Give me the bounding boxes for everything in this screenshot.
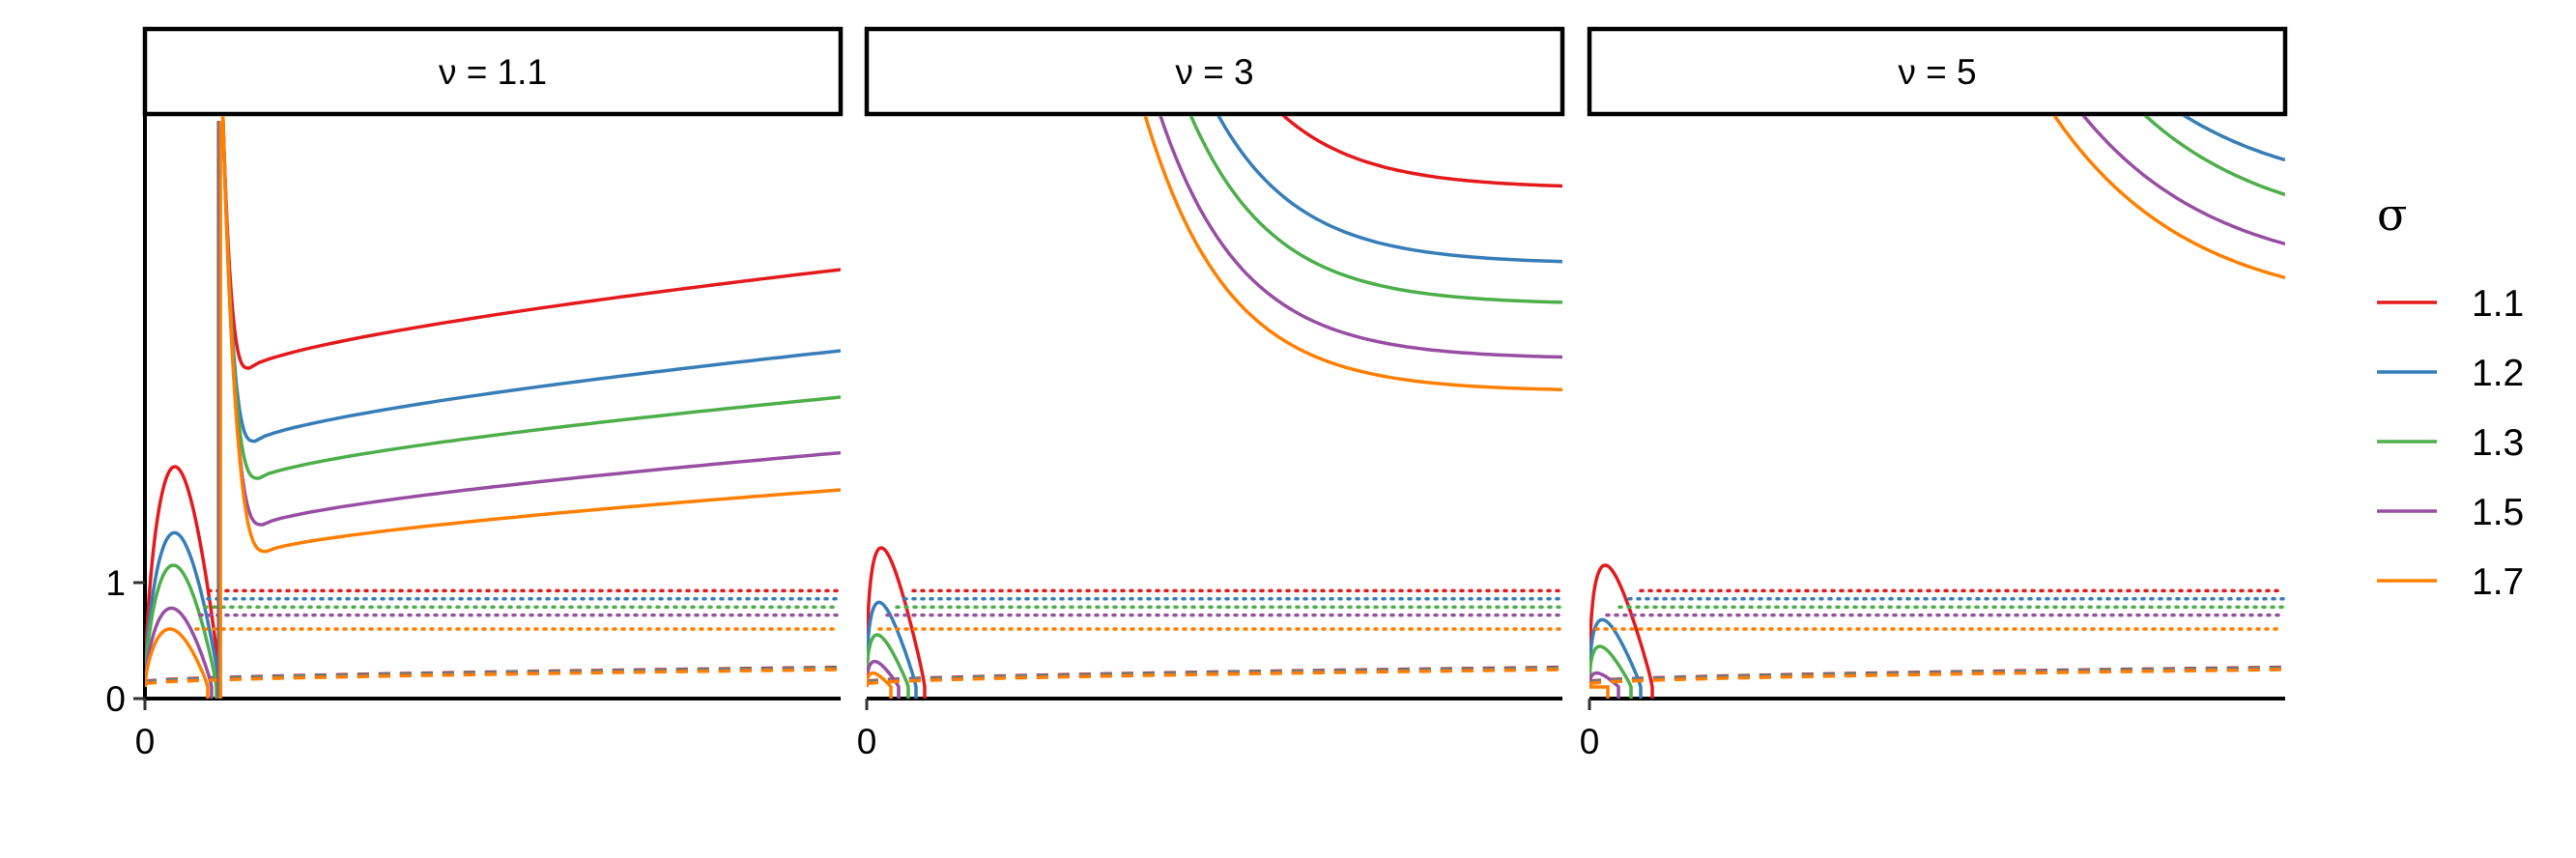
upper-branch-curve xyxy=(1143,116,1562,391)
facet-strip xyxy=(1587,26,2288,117)
upper-branch-curve xyxy=(2181,116,2285,162)
legend-label: 1.1 xyxy=(2472,283,2524,325)
dashed-curve xyxy=(867,668,1562,686)
hump-curve xyxy=(1589,685,1610,699)
hump-curve xyxy=(867,671,893,699)
legend-label: 1.3 xyxy=(2472,422,2524,464)
legend-label: 1.7 xyxy=(2472,561,2524,603)
facet-strip-label: ν = 5 xyxy=(1898,52,1976,92)
upper-branch-curve xyxy=(220,116,841,443)
facet-strip xyxy=(864,26,1565,117)
upper-branch-curve xyxy=(1159,116,1562,359)
upper-branch-curve xyxy=(1281,116,1562,188)
dashed-curve xyxy=(145,668,841,686)
hump-curve xyxy=(145,627,210,699)
upper-branch-curve xyxy=(1216,116,1562,264)
hump-curve xyxy=(145,530,221,699)
x-tick-label: 0 xyxy=(857,722,877,761)
hump-curve xyxy=(867,659,901,699)
facet-strip-label: ν = 3 xyxy=(1175,52,1253,92)
hump-curve xyxy=(1589,617,1643,699)
legend-label: 1.2 xyxy=(2472,353,2524,394)
legend-label: 1.5 xyxy=(2472,492,2524,533)
x-tick-label: 0 xyxy=(1580,722,1600,761)
dashed-curve xyxy=(1589,668,2285,686)
y-tick-label: 0 xyxy=(105,679,126,719)
upper-branch-curve xyxy=(220,116,841,554)
x-tick-label: 0 xyxy=(135,722,156,761)
hump-curve xyxy=(867,633,910,699)
upper-branch-curve xyxy=(1188,116,1562,304)
upper-branch-curve xyxy=(2052,116,2285,280)
upper-branch-curve xyxy=(2081,116,2285,246)
hump-curve xyxy=(1589,644,1633,699)
hump-curve xyxy=(145,606,214,699)
hump-curve xyxy=(867,546,927,699)
hump-curve xyxy=(867,600,918,699)
upper-branch-curve xyxy=(220,116,841,480)
hump-curve xyxy=(1589,563,1654,699)
hump-curve xyxy=(145,465,222,699)
upper-branch-curve xyxy=(220,116,841,370)
facet-strip xyxy=(142,26,844,117)
hump-curve xyxy=(145,563,218,699)
facet-strip-label: ν = 1.1 xyxy=(439,52,547,92)
legend-title: σ xyxy=(2377,188,2407,241)
y-tick-label: 1 xyxy=(105,563,126,603)
upper-branch-curve xyxy=(2143,116,2285,197)
